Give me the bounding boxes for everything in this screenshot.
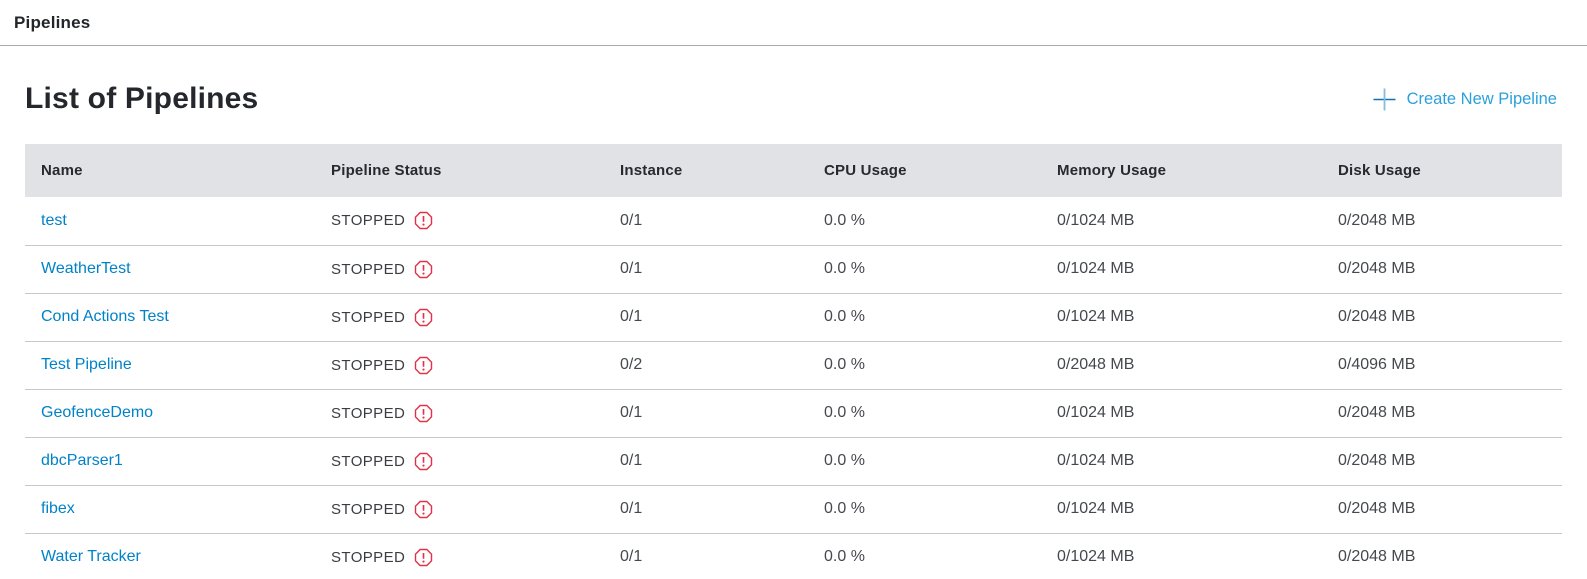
memory-usage-cell: 0/1024 MB [1041, 389, 1322, 438]
cpu-usage-cell: 0.0 % [808, 533, 1041, 579]
create-new-pipeline-label: Create New Pipeline [1406, 89, 1557, 108]
pipelines-table: Name Pipeline Status Instance CPU Usage … [25, 144, 1562, 579]
memory-usage-cell: 0/1024 MB [1041, 437, 1322, 486]
pipeline-row: GeofenceDemo STOPPED 0/1 0.0 % 0/1024 MB… [25, 389, 1562, 438]
column-header-disk-usage: Disk Usage [1322, 144, 1562, 197]
name-cell: Water Tracker [25, 533, 315, 579]
memory-usage-cell: 0/1024 MB [1041, 533, 1322, 579]
error-octagon-icon[interactable] [414, 548, 433, 567]
memory-usage-cell: 0/1024 MB [1041, 245, 1322, 294]
status-label: STOPPED [331, 308, 406, 326]
status-cell: STOPPED [315, 245, 604, 294]
disk-usage-cell: 0/4096 MB [1322, 341, 1562, 390]
pipeline-row: dbcParser1 STOPPED 0/1 0.0 % 0/1024 MB 0… [25, 437, 1562, 486]
error-octagon-icon[interactable] [414, 260, 433, 279]
instance-cell: 0/1 [604, 197, 808, 246]
status-cell: STOPPED [315, 389, 604, 438]
pipeline-row: WeatherTest STOPPED 0/1 0.0 % 0/1024 MB … [25, 245, 1562, 294]
main-content: List of Pipelines Create New Pipeline Na… [0, 81, 1587, 579]
cpu-usage-cell: 0.0 % [808, 197, 1041, 246]
error-octagon-icon[interactable] [414, 308, 433, 327]
memory-usage-cell: 0/1024 MB [1041, 293, 1322, 342]
pipeline-row: Cond Actions Test STOPPED 0/1 0.0 % 0/10… [25, 293, 1562, 342]
content-header: List of Pipelines Create New Pipeline [25, 81, 1562, 117]
breadcrumb-title: Pipelines [14, 12, 91, 32]
name-cell: WeatherTest [25, 245, 315, 294]
pipeline-row: fibex STOPPED 0/1 0.0 % 0/1024 MB 0/2048… [25, 485, 1562, 534]
pipelines-table-header: Name Pipeline Status Instance CPU Usage … [25, 144, 1562, 197]
cpu-usage-cell: 0.0 % [808, 437, 1041, 486]
status-label: STOPPED [331, 500, 406, 518]
instance-cell: 0/1 [604, 245, 808, 294]
pipeline-name-link[interactable]: Water Tracker [41, 548, 141, 565]
status-cell: STOPPED [315, 533, 604, 579]
name-cell: Cond Actions Test [25, 293, 315, 342]
status-cell: STOPPED [315, 437, 604, 486]
status-cell: STOPPED [315, 197, 604, 246]
error-octagon-icon[interactable] [414, 356, 433, 375]
pipeline-row: Water Tracker STOPPED 0/1 0.0 % 0/1024 M… [25, 533, 1562, 579]
column-header-memory-usage: Memory Usage [1041, 144, 1322, 197]
pipeline-row: test STOPPED 0/1 0.0 % 0/1024 MB 0/2048 … [25, 197, 1562, 246]
disk-usage-cell: 0/2048 MB [1322, 485, 1562, 534]
instance-cell: 0/1 [604, 389, 808, 438]
status-cell: STOPPED [315, 293, 604, 342]
pipeline-name-link[interactable]: dbcParser1 [41, 452, 123, 469]
memory-usage-cell: 0/1024 MB [1041, 197, 1322, 246]
pipelines-table-body: test STOPPED 0/1 0.0 % 0/1024 MB 0/2048 … [25, 197, 1562, 579]
column-header-cpu-usage: CPU Usage [808, 144, 1041, 197]
status-label: STOPPED [331, 548, 406, 566]
name-cell: Test Pipeline [25, 341, 315, 390]
plus-icon [1373, 88, 1396, 110]
pipeline-name-link[interactable]: fibex [41, 500, 75, 517]
disk-usage-cell: 0/2048 MB [1322, 437, 1562, 486]
cpu-usage-cell: 0.0 % [808, 293, 1041, 342]
cpu-usage-cell: 0.0 % [808, 245, 1041, 294]
memory-usage-cell: 0/2048 MB [1041, 341, 1322, 390]
name-cell: fibex [25, 485, 315, 534]
column-header-instance: Instance [604, 144, 808, 197]
column-header-name: Name [25, 144, 315, 197]
page-title: List of Pipelines [25, 82, 259, 115]
name-cell: GeofenceDemo [25, 389, 315, 438]
pipeline-row: Test Pipeline STOPPED 0/2 0.0 % 0/2048 M… [25, 341, 1562, 390]
cpu-usage-cell: 0.0 % [808, 389, 1041, 438]
status-label: STOPPED [331, 356, 406, 374]
top-bar: Pipelines [0, 0, 1587, 46]
create-new-pipeline-button[interactable]: Create New Pipeline [1373, 88, 1562, 111]
memory-usage-cell: 0/1024 MB [1041, 485, 1322, 534]
disk-usage-cell: 0/2048 MB [1322, 533, 1562, 579]
error-octagon-icon[interactable] [414, 500, 433, 519]
status-label: STOPPED [331, 404, 406, 422]
disk-usage-cell: 0/2048 MB [1322, 293, 1562, 342]
error-octagon-icon[interactable] [414, 404, 433, 423]
instance-cell: 0/1 [604, 485, 808, 534]
pipeline-name-link[interactable]: test [41, 211, 67, 229]
instance-cell: 0/1 [604, 293, 808, 342]
name-cell: dbcParser1 [25, 437, 315, 486]
disk-usage-cell: 0/2048 MB [1322, 197, 1562, 246]
name-cell: test [25, 197, 315, 246]
column-header-pipeline-status: Pipeline Status [315, 144, 604, 197]
pipeline-name-link[interactable]: Test Pipeline [41, 356, 132, 373]
cpu-usage-cell: 0.0 % [808, 341, 1041, 390]
pipeline-name-link[interactable]: WeatherTest [41, 260, 131, 277]
status-cell: STOPPED [315, 485, 604, 534]
instance-cell: 0/2 [604, 341, 808, 390]
disk-usage-cell: 0/2048 MB [1322, 245, 1562, 294]
status-label: STOPPED [331, 260, 406, 278]
pipeline-name-link[interactable]: Cond Actions Test [41, 308, 169, 325]
pipeline-name-link[interactable]: GeofenceDemo [41, 404, 154, 421]
status-label: STOPPED [331, 212, 406, 230]
status-label: STOPPED [331, 452, 406, 470]
instance-cell: 0/1 [604, 437, 808, 486]
cpu-usage-cell: 0.0 % [808, 485, 1041, 534]
instance-cell: 0/1 [604, 533, 808, 579]
status-cell: STOPPED [315, 341, 604, 390]
error-octagon-icon[interactable] [414, 211, 433, 230]
disk-usage-cell: 0/2048 MB [1322, 389, 1562, 438]
error-octagon-icon[interactable] [414, 452, 433, 471]
